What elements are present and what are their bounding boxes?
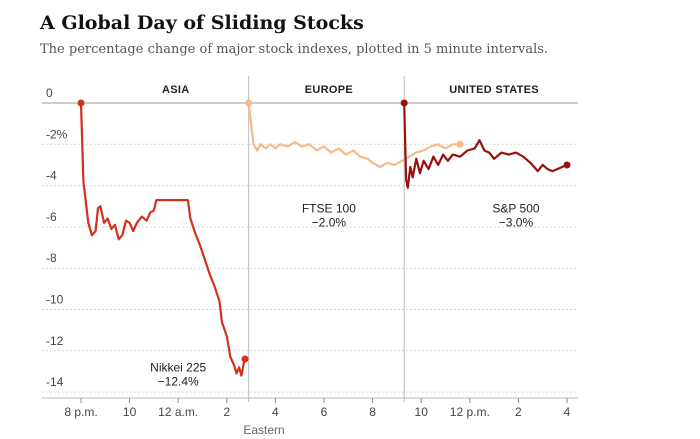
chart-subtitle: The percentage change of major stock ind… — [40, 42, 549, 57]
series-end-marker — [241, 355, 249, 363]
x-tick-label: 12 p.m. — [450, 405, 490, 419]
x-axis-label: Eastern — [243, 423, 284, 437]
x-tick-label: 2 — [515, 405, 522, 419]
series-end-marker — [563, 161, 571, 169]
region-label: UNITED STATES — [449, 84, 539, 96]
series-name-label: S&P 500 — [492, 201, 539, 215]
annotations: ASIA EUROPE UNITED STATES Nikkei 225−12.4% F… — [150, 84, 540, 388]
region-label: EUROPE — [305, 84, 353, 96]
y-tick-label: -8 — [46, 251, 57, 265]
series-line-s-p-500 — [403, 102, 568, 189]
series-name-label: FTSE 100 — [302, 201, 356, 215]
y-tick-label: -4 — [46, 169, 57, 183]
chart-title: A Global Day of Sliding Stocks — [40, 12, 364, 34]
x-tick-label: 6 — [321, 405, 328, 419]
series-lines — [77, 99, 571, 377]
series-value-label: −3.0% — [499, 215, 534, 229]
x-tick-label: 2 — [223, 405, 230, 419]
y-tick-label: 0 — [46, 86, 53, 100]
x-tick-label: 12 a.m. — [158, 405, 198, 419]
x-tick-label: 10 — [123, 405, 137, 419]
series-value-label: −12.4% — [158, 374, 199, 388]
series-start-marker — [400, 99, 408, 107]
series-start-marker — [245, 99, 253, 107]
region-label: ASIA — [162, 84, 189, 96]
region-dividers — [248, 76, 405, 402]
series-end-marker — [456, 140, 464, 148]
series-value-label: −2.0% — [312, 215, 347, 229]
y-tick-label: -12 — [46, 334, 64, 348]
series-line-ftse-100 — [247, 102, 461, 169]
y-tick-label: -6 — [46, 210, 57, 224]
x-tick-label: 8 p.m. — [64, 405, 97, 419]
series-line-nikkei-225 — [79, 102, 247, 377]
x-tick-label: 8 — [369, 405, 376, 419]
x-tick-label: 10 — [415, 405, 429, 419]
axes: 0 -2% -4 -6 -8 -10 -12 -14 8 p.m. 10 12 a.m. 2 4 6 8 10… — [42, 86, 578, 419]
series-start-marker — [77, 99, 85, 107]
x-tick-label: 4 — [564, 405, 571, 419]
grid-lines — [42, 102, 578, 393]
y-tick-label: -10 — [46, 293, 64, 307]
x-tick-label: 4 — [272, 405, 279, 419]
y-tick-label: -14 — [46, 375, 64, 389]
series-name-label: Nikkei 225 — [150, 360, 206, 374]
y-tick-label: -2% — [46, 127, 68, 141]
